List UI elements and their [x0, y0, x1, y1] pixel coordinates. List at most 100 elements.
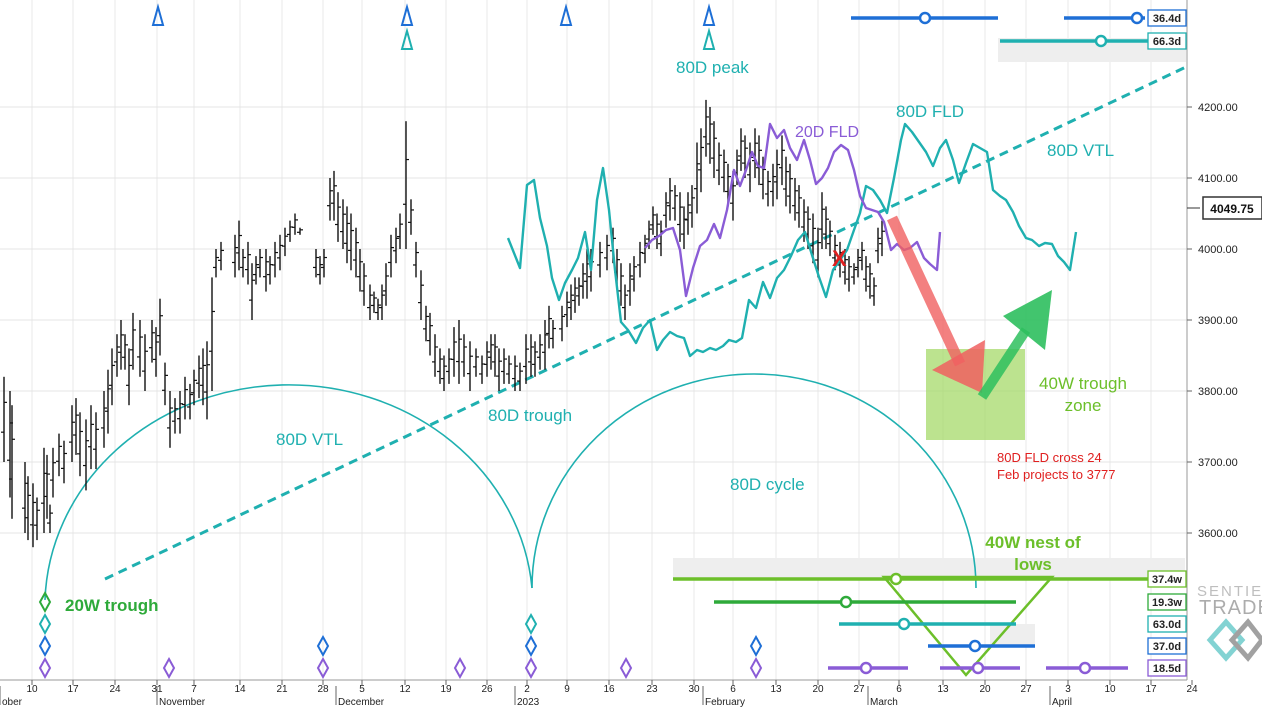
ohlc-bar [167, 391, 173, 448]
ohlc-bar [760, 156, 766, 200]
date-tick-label: 27 [853, 684, 865, 695]
date-tick-label: 13 [937, 684, 949, 695]
svg-text:37.4w: 37.4w [1152, 574, 1182, 586]
price-tick-label: 3800.00 [1198, 386, 1238, 398]
ohlc-bar [703, 99, 709, 157]
date-tick-label: 19 [440, 684, 452, 695]
month-label: 2023 [517, 697, 540, 707]
svg-text:SENTIENT: SENTIENT [1197, 583, 1262, 600]
trough-marker-18d [453, 656, 467, 680]
ohlc-bar [292, 213, 298, 235]
date-tick-label: 20 [979, 684, 991, 695]
cycle-37w-line [673, 572, 1148, 586]
ohlc-bar [69, 405, 75, 462]
month-label: April [1052, 697, 1072, 707]
ohlc-bar [827, 220, 833, 257]
ohlc-bar [667, 178, 673, 221]
ohlc-bar [738, 128, 744, 171]
month-label: February [705, 697, 745, 707]
label-80d-vtl-lower: 80D VTL [276, 430, 343, 449]
ohlc-bar [397, 213, 403, 249]
ohlc-bar [130, 312, 136, 370]
ohlc-bar [875, 227, 881, 264]
price-tick-label: 4200.00 [1198, 102, 1238, 114]
current-price-box: 4049.75 [1187, 196, 1262, 220]
trough-marker-20w [38, 590, 52, 614]
label-80d-peak: 80D peak [676, 58, 749, 77]
date-tick-label: 20 [812, 684, 824, 695]
ohlc-bar [196, 355, 202, 399]
ohlc-bar [282, 227, 288, 257]
label-projection-note: 80D FLD cross 24 Feb projects to 3777 [997, 450, 1116, 482]
ohlc-bar [506, 355, 512, 384]
ohlc-bar [846, 256, 852, 292]
ohlc-bar [779, 135, 785, 186]
ohlc-bar [413, 241, 419, 278]
ohlc-bar [93, 412, 99, 470]
ohlc-bar [604, 234, 610, 271]
label-40w-trough-zone: 40W trough zone [1039, 374, 1127, 415]
date-tick-label: 26 [481, 684, 493, 695]
trough-marker-80d [38, 612, 52, 636]
ohlc-bar [1, 376, 7, 462]
watermark-logo-icon [1206, 618, 1262, 662]
date-tick-label: 28 [317, 684, 329, 695]
price-tick-label: 4100.00 [1198, 173, 1238, 185]
svg-text:36.4d: 36.4d [1153, 13, 1181, 25]
ohlc-bar [694, 142, 700, 214]
ohlc-bar [681, 206, 687, 249]
projection-down-arrow [887, 215, 985, 393]
cycle-period-label: 66.3d [1147, 32, 1187, 50]
ohlc-bar [56, 433, 62, 477]
trough-marker-18d [38, 656, 52, 680]
ohlc-bar [537, 334, 543, 370]
ohlc-bar [451, 327, 457, 377]
ohlc-bar [473, 348, 479, 377]
price-tick-label: 4000.00 [1198, 244, 1238, 256]
date-tick-label: 10 [26, 684, 38, 695]
ohlc-bar [770, 163, 776, 207]
ohlc-bar [568, 284, 574, 320]
ohlc-bar [204, 341, 210, 420]
ohlc-bar [677, 192, 683, 242]
ohlc-bar [403, 121, 409, 249]
ohlc-bar [622, 284, 628, 320]
date-tick-label: 21 [276, 684, 288, 695]
svg-text:TRADER: TRADER [1199, 597, 1262, 619]
ohlc-bar [501, 348, 507, 384]
ohlc-bar [118, 320, 124, 370]
ohlc-bar [597, 241, 603, 278]
ohlc-bar [796, 185, 802, 228]
ohlc-bar [564, 291, 570, 328]
trough-marker-37d [524, 634, 538, 658]
month-label: November [159, 697, 206, 707]
ohlc-bar [200, 348, 206, 406]
ohlc-bar [546, 305, 552, 349]
ohlc-bar [50, 447, 56, 498]
date-axis: 10 17 24 3 1 7 14 21 28 5 12 19 26 2 9 16 23 30 6 13 20 27 6 13… [0, 680, 1198, 707]
cycle-18d-line [828, 661, 1128, 675]
month-label: March [870, 697, 898, 707]
ohlc-bar [437, 348, 443, 384]
peak-marker-80d [400, 27, 414, 50]
ohlc-bar [393, 227, 399, 264]
ohlc-bar [637, 241, 643, 278]
ohlc-bar [361, 263, 367, 306]
date-tick-label: 10 [1104, 684, 1116, 695]
ohlc-bar [313, 249, 319, 278]
ohlc-bar [137, 320, 143, 377]
price-axis: 4200.00 4100.00 4000.00 3900.00 3800.00 3700.… [1187, 102, 1238, 540]
ohlc-bar [335, 192, 341, 242]
ohlc-bar [177, 391, 183, 434]
fld-20d-line [644, 122, 942, 298]
ohlc-bar [34, 497, 40, 541]
ohlc-bar [331, 170, 337, 221]
ohlc-bar [427, 312, 433, 356]
ohlc-bar [213, 249, 219, 278]
cycle-36d-line [851, 11, 1145, 25]
ohlc-bar [650, 206, 656, 235]
ohlc-bar [353, 227, 359, 278]
cycle-period-label: 36.4d [1147, 9, 1187, 27]
svg-text:66.3d: 66.3d [1153, 36, 1181, 48]
ohlc-bar [774, 149, 780, 200]
